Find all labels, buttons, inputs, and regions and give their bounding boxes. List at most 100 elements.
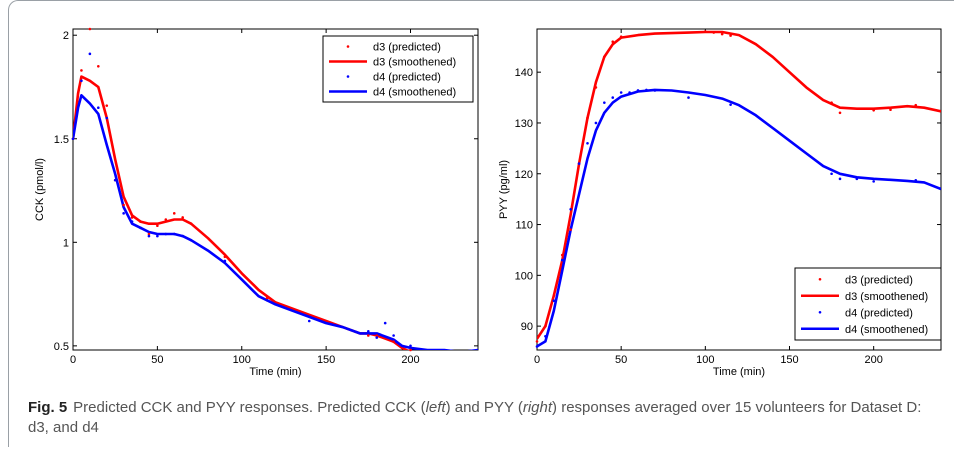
- cck-legend-label: d4 (predicted): [373, 72, 441, 84]
- cck-plot-area: [72, 28, 479, 351]
- cck-point-d3-predicted: [88, 27, 92, 31]
- pyy-series-d3-smoothened: [537, 30, 941, 340]
- pyy-point-d3-predicted: [544, 324, 547, 328]
- cck-point-d4-predicted: [181, 234, 184, 238]
- pyy-point-d3-predicted: [586, 116, 589, 120]
- cck-point-d3-predicted: [409, 348, 412, 352]
- cck-point-d3-predicted: [147, 232, 151, 236]
- cck-point-d3-predicted: [105, 104, 109, 107]
- pyy-point-d4-predicted: [653, 89, 657, 92]
- pyy-point-d3-predicted: [594, 86, 598, 89]
- cck-point-d4-predicted: [139, 226, 142, 230]
- cck-point-d3-predicted: [97, 64, 100, 68]
- caption-right-italic: right: [522, 399, 553, 416]
- cck-xtick-label: 150: [317, 354, 335, 366]
- pyy-legend-label: d3 (predicted): [845, 274, 913, 286]
- figure-label: Fig. 5: [28, 399, 68, 416]
- pyy-point-d4-predicted: [611, 96, 615, 99]
- cck-xtick-label: 0: [70, 354, 76, 366]
- cck-ytick-label: 0.5: [54, 341, 69, 353]
- pyy-legend-point-swatch: [818, 277, 822, 281]
- pyy-point-d4-predicted: [645, 88, 648, 92]
- pyy-point-d4-predicted: [560, 258, 564, 262]
- cck-point-d4-predicted: [223, 259, 227, 263]
- pyy-legend-label: d4 (predicted): [845, 307, 913, 319]
- pyy-ytick-label: 130: [515, 118, 533, 130]
- cck-point-d4-predicted: [172, 232, 176, 236]
- pyy-point-d3-predicted: [720, 32, 724, 36]
- pyy-point-d3-predicted: [838, 111, 842, 115]
- pyy-x-axis-label: Time (min): [713, 366, 765, 378]
- cck-ytick-label: 2: [63, 30, 69, 42]
- cck-ytick-label: 1: [63, 237, 69, 249]
- cck-point-d4-predicted: [122, 212, 125, 215]
- cck-point-d3-predicted: [189, 222, 193, 225]
- cck-point-d4-predicted: [156, 234, 159, 238]
- cck-point-d3-predicted: [223, 255, 227, 259]
- pyy-xtick-label: 200: [864, 354, 882, 366]
- pyy-point-d3-predicted: [611, 40, 615, 43]
- pyy-ytick-label: 120: [515, 169, 533, 181]
- pyy-point-d3-predicted: [889, 108, 892, 112]
- pyy-point-d4-predicted: [535, 345, 539, 348]
- cck-point-d4-predicted: [130, 220, 134, 223]
- pyy-point-d4-predicted: [636, 89, 640, 92]
- cck-point-d4-predicted: [147, 234, 151, 238]
- caption-text-a: Predicted CCK and PYY responses. Predict…: [73, 399, 426, 416]
- cck-legend-point-swatch: [346, 75, 350, 78]
- cck-point-d4-predicted: [367, 330, 370, 333]
- cck-xtick-label: 100: [233, 354, 251, 366]
- cck-y-axis-label: CCK (pmol/l): [34, 158, 46, 221]
- pyy-point-d4-predicted: [552, 299, 556, 303]
- cck-point-d3-predicted: [164, 218, 168, 221]
- pyy-y-axis-label: PYY (pg/ml): [498, 160, 510, 219]
- cck-legend-point-swatch: [346, 45, 350, 48]
- pyy-point-d3-predicted: [560, 253, 564, 257]
- pyy-point-d3-predicted: [552, 294, 556, 297]
- cck-point-d3-predicted: [392, 340, 395, 344]
- pyy-point-d4-predicted: [569, 208, 572, 211]
- figure-frame: [8, 0, 954, 447]
- cck-ytick-label: 1.5: [54, 134, 69, 146]
- pyy-point-d4-predicted: [914, 179, 918, 182]
- pyy-ytick-label: 90: [521, 321, 533, 333]
- pyy-point-d3-predicted: [704, 30, 707, 33]
- cck-point-d4-predicted: [265, 298, 269, 302]
- pyy-point-d4-predicted: [594, 121, 598, 125]
- pyy-point-d3-predicted: [569, 228, 572, 231]
- cck-point-d3-predicted: [122, 203, 125, 207]
- pyy-point-d4-predicted: [838, 177, 842, 181]
- cck-xtick-label: 50: [151, 354, 163, 366]
- pyy-point-d3-predicted: [729, 34, 732, 37]
- pyy-point-d3-predicted: [619, 35, 623, 38]
- cck-point-d4-predicted: [375, 336, 379, 339]
- pyy-legend-label: d4 (smoothened): [845, 324, 928, 336]
- cck-point-d4-predicted: [383, 321, 387, 325]
- pyy-xtick-label: 50: [615, 354, 627, 366]
- pyy-point-d3-predicted: [603, 55, 606, 59]
- cck-point-d3-predicted: [181, 216, 184, 219]
- cck-point-d3-predicted: [139, 220, 142, 223]
- pyy-point-d4-predicted: [586, 141, 589, 145]
- pyy-point-d3-predicted: [872, 108, 875, 112]
- pyy-legend-label: d3 (smoothened): [845, 291, 928, 303]
- cck-point-d3-predicted: [375, 334, 379, 337]
- cck-point-d3-predicted: [156, 224, 159, 228]
- pyy-legend-point-swatch: [818, 310, 822, 314]
- pyy-plot-area: [536, 28, 942, 351]
- pyy-ytick-label: 110: [515, 220, 533, 232]
- pyy-xtick-label: 150: [780, 354, 798, 366]
- cck-point-d4-predicted: [409, 344, 412, 348]
- caption-text-c: ) responses averaged over 15 volunteers …: [28, 399, 922, 436]
- pyy-point-d3-predicted: [712, 31, 716, 34]
- cck-legend-label: d3 (predicted): [373, 42, 441, 54]
- caption-text-b: ) and PYY (: [445, 399, 523, 416]
- cck-xtick-label: 200: [401, 354, 419, 366]
- pyy-point-d4-predicted: [830, 172, 833, 176]
- cck-point-d4-predicted: [113, 178, 117, 182]
- cck-series-d3-smoothened: [73, 75, 410, 350]
- cck-point-d4-predicted: [97, 106, 100, 109]
- cck-legend-label: d3 (smoothened): [373, 57, 456, 69]
- pyy-point-d3-predicted: [535, 340, 539, 343]
